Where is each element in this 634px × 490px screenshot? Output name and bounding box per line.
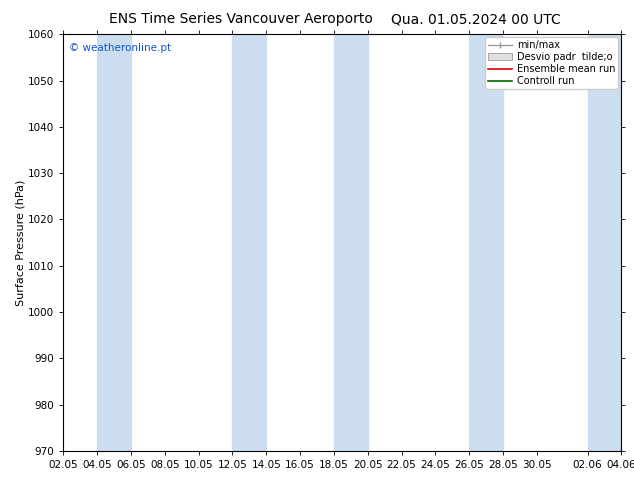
Bar <box>233 34 266 451</box>
Bar <box>588 34 621 451</box>
Text: © weatheronline.pt: © weatheronline.pt <box>69 43 171 52</box>
Text: ENS Time Series Vancouver Aeroporto: ENS Time Series Vancouver Aeroporto <box>109 12 373 26</box>
Y-axis label: Surface Pressure (hPa): Surface Pressure (hPa) <box>15 179 25 306</box>
Bar <box>97 34 131 451</box>
Legend: min/max, Desvio padr  tilde;o, Ensemble mean run, Controll run: min/max, Desvio padr tilde;o, Ensemble m… <box>485 37 618 89</box>
Text: Qua. 01.05.2024 00 UTC: Qua. 01.05.2024 00 UTC <box>391 12 560 26</box>
Bar <box>334 34 368 451</box>
Bar <box>469 34 503 451</box>
